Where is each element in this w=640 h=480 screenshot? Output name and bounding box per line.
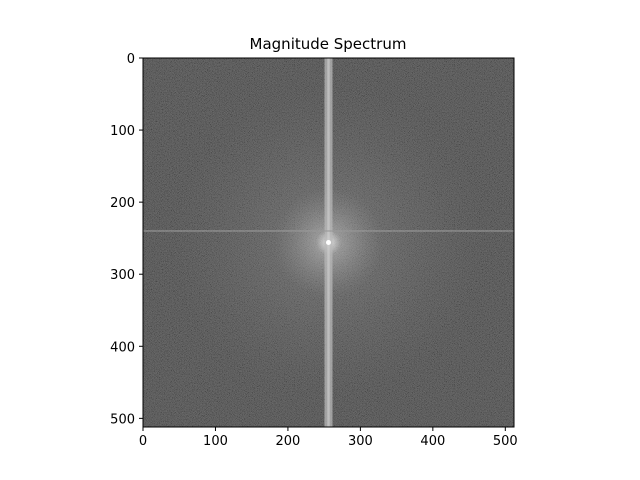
x-axis: 0 100 200 300 400 500 xyxy=(139,427,518,449)
x-tick-label: 400 xyxy=(420,434,445,449)
dc-component-point xyxy=(326,240,331,245)
chart-title: Magnitude Spectrum xyxy=(250,35,407,53)
x-tick-label: 200 xyxy=(276,434,301,449)
y-tick-label: 200 xyxy=(110,196,135,211)
x-tick-label: 300 xyxy=(348,434,373,449)
horizontal-bright-line xyxy=(143,230,514,232)
x-tick-label: 0 xyxy=(139,434,147,449)
x-tick-label: 100 xyxy=(203,434,228,449)
plot-frame xyxy=(142,57,515,428)
x-tick-label: 500 xyxy=(493,434,518,449)
y-tick-label: 500 xyxy=(110,412,135,427)
y-tick-label: 400 xyxy=(110,340,135,355)
y-tick-label: 0 xyxy=(127,52,135,67)
spectrum-image xyxy=(143,58,514,427)
y-tick-label: 300 xyxy=(110,268,135,283)
y-tick-label: 100 xyxy=(110,124,135,139)
y-axis: 0 100 200 300 400 500 xyxy=(110,52,143,427)
